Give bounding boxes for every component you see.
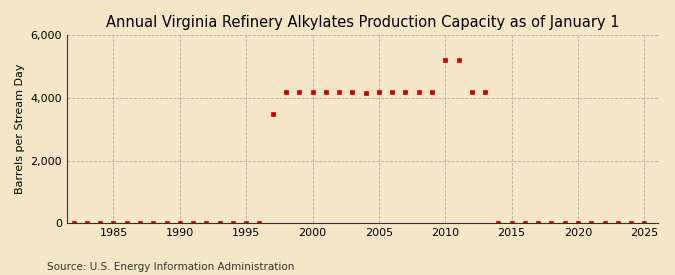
Text: Source: U.S. Energy Information Administration: Source: U.S. Energy Information Administ… bbox=[47, 262, 294, 272]
Y-axis label: Barrels per Stream Day: Barrels per Stream Day bbox=[15, 64, 25, 194]
Title: Annual Virginia Refinery Alkylates Production Capacity as of January 1: Annual Virginia Refinery Alkylates Produ… bbox=[105, 15, 619, 30]
